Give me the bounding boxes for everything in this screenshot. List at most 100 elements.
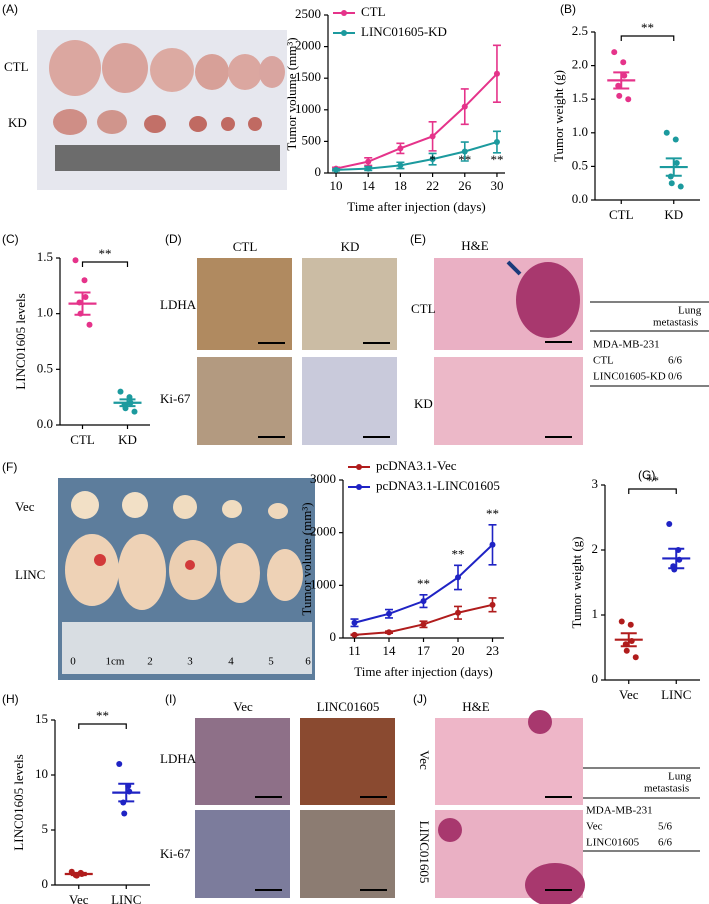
table-cell: Vec bbox=[586, 821, 603, 833]
x-tick-label: CTL bbox=[70, 432, 95, 447]
y-tick-label: 0 bbox=[592, 671, 599, 686]
x-tick-label: 11 bbox=[348, 643, 361, 658]
x-tick-label: 17 bbox=[417, 643, 431, 658]
point bbox=[625, 96, 632, 103]
row-label: CTL bbox=[4, 59, 29, 74]
ruler-label: 4 bbox=[228, 656, 234, 668]
point bbox=[121, 810, 128, 817]
table-header: metastasis bbox=[653, 317, 698, 329]
row-label: LINC01605 bbox=[417, 821, 432, 884]
y-tick-label: 2000 bbox=[295, 38, 321, 53]
ihc-images bbox=[197, 258, 397, 445]
table-header: metastasis bbox=[644, 783, 689, 795]
y-tick-label: 1000 bbox=[295, 101, 321, 116]
annotation: ** bbox=[486, 506, 499, 521]
point bbox=[365, 158, 372, 165]
point bbox=[673, 160, 680, 167]
point bbox=[666, 521, 673, 527]
y-tick-label: 15 bbox=[35, 711, 48, 726]
point bbox=[618, 618, 625, 625]
point bbox=[81, 277, 88, 284]
point bbox=[623, 647, 630, 654]
panel-label: (C) bbox=[2, 232, 19, 246]
significance: ** bbox=[96, 708, 109, 723]
y-tick-label: 0.5 bbox=[572, 157, 588, 172]
panel-label: (A) bbox=[2, 2, 18, 16]
point bbox=[397, 145, 404, 152]
tumor-photo bbox=[58, 478, 315, 680]
he-images bbox=[435, 710, 585, 904]
table-group: MDA-MB-231 bbox=[586, 805, 653, 817]
error-bar bbox=[118, 782, 135, 803]
legend-label: CTL bbox=[361, 4, 386, 19]
point bbox=[627, 621, 634, 628]
y-tick-label: 2 bbox=[592, 541, 599, 556]
legend-marker bbox=[341, 30, 347, 36]
table-cell: 6/6 bbox=[658, 837, 673, 849]
column-label: LINC01605 bbox=[317, 699, 380, 714]
point bbox=[351, 631, 358, 638]
point bbox=[672, 136, 679, 143]
annotation: ** bbox=[452, 546, 465, 561]
point bbox=[116, 761, 123, 767]
ruler-label: 1cm bbox=[106, 656, 125, 668]
table-cell: 5/6 bbox=[658, 821, 673, 833]
y-tick-label: 0 bbox=[42, 876, 49, 891]
x-tick-label: LINC bbox=[111, 892, 141, 904]
point bbox=[632, 654, 639, 661]
panel-label: (E) bbox=[410, 232, 426, 246]
y-tick-label: 0.0 bbox=[572, 191, 588, 206]
table-cell: 6/6 bbox=[668, 355, 683, 367]
y-tick-label: 1.0 bbox=[572, 124, 588, 139]
point bbox=[333, 166, 340, 173]
ruler-label: 6 bbox=[305, 656, 311, 668]
point bbox=[82, 293, 89, 300]
y-tick-label: 5 bbox=[42, 821, 49, 836]
y-tick-label: 2000 bbox=[310, 524, 336, 539]
x-tick-label: 23 bbox=[486, 643, 499, 658]
point bbox=[493, 70, 500, 77]
y-tick-label: 3000 bbox=[310, 471, 336, 486]
row-label: Vec bbox=[417, 750, 432, 770]
ruler-label: 3 bbox=[187, 656, 193, 668]
y-axis-label: LINC01605 levels bbox=[13, 293, 28, 389]
y-tick-label: 2.0 bbox=[572, 57, 588, 72]
point bbox=[86, 321, 93, 328]
row-label: KD bbox=[414, 396, 433, 411]
error-bar bbox=[613, 71, 630, 90]
stain-title: H&E bbox=[461, 238, 489, 253]
table-group: MDA-MB-231 bbox=[593, 339, 660, 351]
y-tick-label: 1.0 bbox=[37, 305, 53, 320]
panel-label: (H) bbox=[2, 692, 19, 706]
y-tick-label: 2.5 bbox=[572, 23, 588, 38]
annotation: ** bbox=[490, 152, 503, 167]
error-bar bbox=[620, 632, 637, 648]
point bbox=[131, 408, 138, 415]
y-tick-label: 1500 bbox=[295, 69, 321, 84]
row-label: Vec bbox=[15, 499, 35, 514]
point bbox=[455, 574, 461, 581]
point bbox=[386, 629, 392, 636]
row-label: LINC bbox=[15, 567, 45, 582]
column-label: CTL bbox=[233, 239, 258, 254]
y-tick-label: 1.5 bbox=[572, 90, 588, 105]
x-tick-label: 14 bbox=[362, 178, 376, 193]
series-line bbox=[336, 141, 498, 171]
column-label: Vec bbox=[233, 699, 253, 714]
row-label: LDHA bbox=[160, 751, 197, 766]
y-tick-label: 0 bbox=[330, 629, 337, 644]
point bbox=[489, 601, 496, 608]
x-tick-label: LINC bbox=[661, 687, 691, 702]
stain-title: H&E bbox=[462, 699, 490, 714]
point bbox=[663, 129, 670, 136]
y-tick-label: 3 bbox=[592, 476, 599, 491]
table-cell: CTL bbox=[593, 355, 614, 367]
table-header: Lung bbox=[668, 771, 692, 783]
y-axis-label: Tumor weight (g) bbox=[551, 70, 566, 162]
point bbox=[611, 49, 618, 56]
y-tick-label: 0 bbox=[315, 164, 322, 179]
x-tick-label: 14 bbox=[383, 643, 397, 658]
x-tick-label: 18 bbox=[394, 178, 407, 193]
ruler-label: 2 bbox=[147, 656, 153, 668]
